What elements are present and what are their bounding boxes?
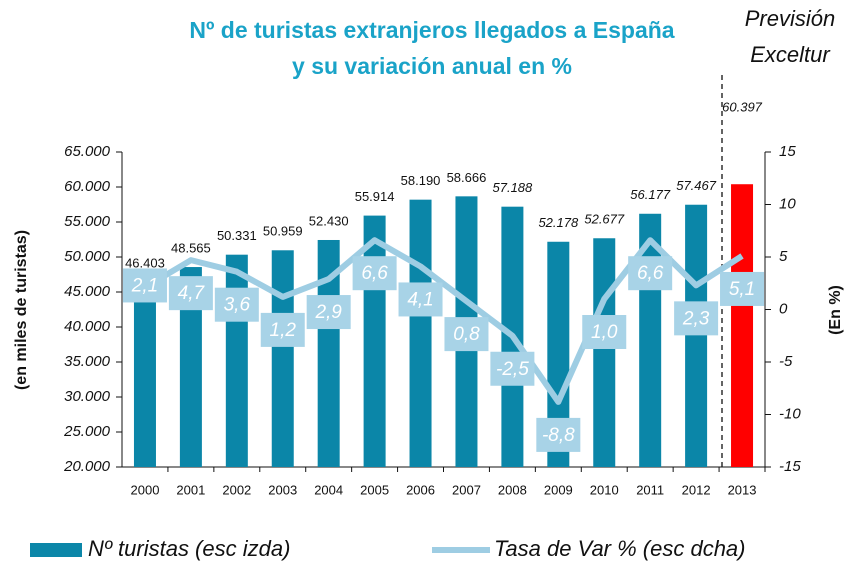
y2-axis-label: (En %) [827, 285, 844, 335]
x-tick-label: 2000 [131, 482, 160, 497]
bar [225, 254, 248, 467]
y-tick-label: 55.000 [64, 213, 111, 230]
y-tick-label: 25.000 [63, 423, 111, 440]
x-tick-label: 2004 [314, 482, 343, 497]
rate-label: 0,8 [453, 324, 480, 345]
rate-label-box [122, 268, 167, 303]
y2-tick-label: 0 [779, 300, 788, 317]
rate-label: 2,3 [682, 308, 710, 329]
rate-label-box [260, 312, 305, 347]
rate-label-box [536, 417, 581, 452]
rate-label: 6,6 [361, 263, 388, 284]
y-axis-label: (en miles de turistas) [13, 230, 30, 390]
annotation: Previsión [745, 6, 835, 31]
x-tick-label: 2002 [222, 482, 251, 497]
y-tick-label: 65.000 [64, 143, 111, 160]
y2-tick-label: -15 [779, 458, 801, 475]
annotation: Exceltur [750, 42, 831, 67]
y2-tick-label: 15 [779, 143, 796, 160]
rate-label: 2,9 [314, 302, 342, 323]
x-tick-label: 2003 [268, 482, 297, 497]
rate-label-box [582, 315, 627, 349]
rate-label-box [306, 295, 351, 330]
rate-label: 2,1 [131, 275, 158, 296]
rate-label-box [490, 351, 535, 386]
y2-tick-label: 10 [779, 195, 796, 212]
rate-label-box [720, 271, 765, 306]
x-tick-label: 2005 [360, 482, 389, 497]
bar-value-label: 57.467 [676, 178, 717, 193]
rate-label: 6,6 [637, 263, 664, 284]
chart-title: Nº de turistas extranjeros llegados a Es… [189, 17, 674, 43]
bar-value-label: 50.331 [217, 228, 257, 243]
y-tick-label: 50.000 [64, 248, 111, 265]
x-tick-label: 2012 [682, 482, 711, 497]
y-tick-label: 35.000 [64, 353, 111, 370]
legend-swatch [30, 543, 82, 557]
rate-label: 1,0 [591, 322, 618, 343]
bar [731, 184, 754, 467]
x-tick-label: 2007 [452, 482, 481, 497]
x-tick-label: 2006 [406, 482, 435, 497]
bar-value-label: 48.565 [171, 240, 211, 255]
x-tick-label: 2001 [176, 482, 205, 497]
rate-label-box [674, 301, 719, 336]
legend-label: Tasa de Var % (esc dcha) [494, 536, 746, 561]
x-tick-label: 2010 [590, 482, 619, 497]
rate-label-box [398, 282, 443, 317]
bar-value-label: 52.677 [584, 212, 625, 227]
y2-tick-label: -10 [779, 405, 801, 422]
y-tick-label: 40.000 [64, 318, 111, 335]
y-tick-label: 60.000 [64, 178, 111, 195]
bar-value-label: 55.914 [355, 189, 395, 204]
bar [547, 241, 570, 467]
bar [133, 282, 156, 467]
bar [593, 238, 616, 467]
x-tick-label: 2008 [498, 482, 527, 497]
rate-label-box [444, 317, 489, 352]
rate-label: 5,1 [729, 279, 755, 300]
rate-label-box [352, 256, 397, 291]
chart-title: y su variación anual en % [292, 53, 572, 79]
rate-label: -2,5 [496, 359, 529, 380]
bar-value-label: 52.178 [538, 215, 579, 230]
bar [409, 199, 432, 468]
legend-label: Nº turistas (esc izda) [88, 536, 290, 561]
bar-value-label: 58.190 [401, 173, 441, 188]
bar-value-label: 60.397 [722, 99, 763, 114]
bar-value-label: 50.959 [263, 224, 303, 239]
y-tick-label: 45.000 [64, 283, 111, 300]
bar-value-label: 52.430 [309, 213, 349, 228]
rate-label: 3,6 [224, 295, 251, 316]
y-tick-label: 30.000 [64, 388, 111, 405]
rate-label-box [168, 276, 213, 311]
bar-value-label: 57.188 [493, 180, 534, 195]
bar [363, 215, 386, 467]
bar-value-label: 46.403 [125, 256, 165, 271]
rate-label-box [214, 287, 259, 322]
rate-label: -8,8 [542, 425, 575, 446]
bar [685, 204, 708, 467]
rate-line [143, 237, 744, 405]
y-tick-label: 20.000 [63, 458, 111, 475]
y2-tick-label: 5 [779, 248, 788, 265]
bar [179, 267, 202, 467]
bar-value-label: 58.666 [447, 170, 487, 185]
y2-tick-label: -5 [779, 353, 793, 370]
x-tick-label: 2013 [728, 482, 757, 497]
rate-label: 4,7 [178, 283, 206, 304]
rate-label: 1,2 [270, 320, 297, 341]
bar [271, 250, 294, 467]
x-tick-label: 2011 [636, 482, 664, 497]
x-tick-label: 2009 [544, 482, 573, 497]
rate-label-box [628, 256, 673, 291]
rate-label: 4,1 [407, 289, 433, 310]
bar-value-label: 56.177 [630, 187, 671, 202]
